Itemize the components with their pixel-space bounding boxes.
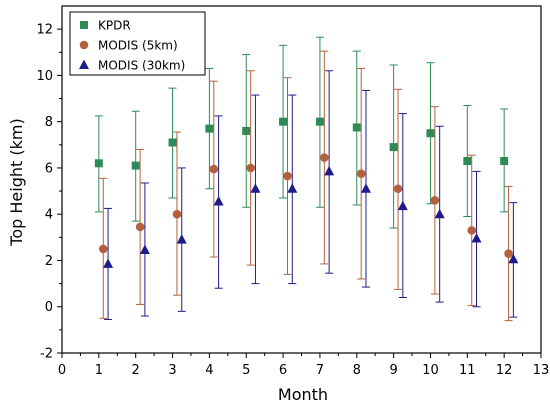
series-layer xyxy=(94,36,519,322)
x-tick-label: 13 xyxy=(533,363,550,378)
legend-box xyxy=(69,11,206,76)
x-axis-title: Month xyxy=(278,385,328,404)
data-point xyxy=(360,183,371,193)
x-tick-label: 12 xyxy=(496,363,513,378)
legend-marker xyxy=(80,21,88,29)
y-axis-title: Top Height (km) xyxy=(7,118,26,246)
y-tick-label: 6 xyxy=(45,161,53,176)
data-point xyxy=(213,195,224,206)
y-tick-label: 0 xyxy=(45,300,53,315)
data-point xyxy=(315,117,324,126)
data-point xyxy=(463,156,472,165)
x-tick-label: 11 xyxy=(459,363,476,378)
y-tick-label: 10 xyxy=(36,69,53,84)
data-point xyxy=(209,164,219,174)
data-point xyxy=(508,253,519,264)
data-point xyxy=(426,129,435,138)
data-point xyxy=(250,183,261,193)
data-point xyxy=(98,244,108,254)
x-tick-label: 10 xyxy=(422,363,439,378)
x-tick-label: 9 xyxy=(389,363,397,378)
data-point xyxy=(397,200,408,211)
data-point xyxy=(242,126,251,135)
legend-marker xyxy=(79,40,89,50)
data-point xyxy=(430,196,440,205)
data-point xyxy=(135,222,145,232)
data-point xyxy=(279,117,288,126)
data-point xyxy=(504,249,513,258)
data-point xyxy=(471,232,482,243)
x-tick-label: 8 xyxy=(353,363,361,378)
data-point xyxy=(283,171,292,181)
data-point xyxy=(131,161,140,170)
data-point xyxy=(205,124,214,133)
data-point xyxy=(324,165,335,176)
legend-label: KPDR xyxy=(98,19,131,33)
data-point xyxy=(393,184,403,194)
x-tick-label: 4 xyxy=(205,363,213,378)
data-point xyxy=(172,209,182,219)
legend: KPDR MODIS (5km) MODIS (30km) xyxy=(69,11,206,76)
y-tick-label: 4 xyxy=(45,208,53,223)
legend-label: MODIS (30km) xyxy=(98,59,185,73)
data-point xyxy=(356,169,366,179)
x-axis: 0 1 2 3 4 5 6 7 8 9 10 11 12 13 xyxy=(58,353,549,378)
y-axis: -2 0 2 4 6 8 10 12 xyxy=(36,23,62,362)
data-point xyxy=(467,226,477,235)
data-point xyxy=(176,234,187,244)
y-tick-label: -2 xyxy=(40,347,53,362)
data-point xyxy=(94,159,103,168)
y-tick-label: 12 xyxy=(36,23,53,38)
x-tick-label: 5 xyxy=(242,363,250,378)
x-tick-label: 3 xyxy=(168,363,176,378)
x-tick-label: 6 xyxy=(279,363,287,378)
x-tick-label: 1 xyxy=(95,363,103,378)
series-2 xyxy=(103,70,519,320)
y-tick-label: 2 xyxy=(45,254,53,269)
x-tick-label: 2 xyxy=(132,363,140,378)
data-point xyxy=(103,258,114,268)
data-point xyxy=(139,244,150,255)
series-0 xyxy=(94,36,509,229)
data-point xyxy=(246,163,255,173)
y-tick-label: 8 xyxy=(45,115,53,130)
data-point xyxy=(352,123,361,132)
data-point xyxy=(287,183,298,193)
data-point xyxy=(320,153,329,162)
legend-label: MODIS (5km) xyxy=(98,39,178,53)
legend-marker xyxy=(79,59,89,69)
data-point xyxy=(168,138,177,147)
x-tick-label: 0 xyxy=(58,363,66,378)
x-tick-label: 7 xyxy=(316,363,324,378)
data-point xyxy=(434,208,445,219)
data-point xyxy=(389,143,398,152)
data-point xyxy=(500,156,509,165)
series-1 xyxy=(98,50,513,322)
